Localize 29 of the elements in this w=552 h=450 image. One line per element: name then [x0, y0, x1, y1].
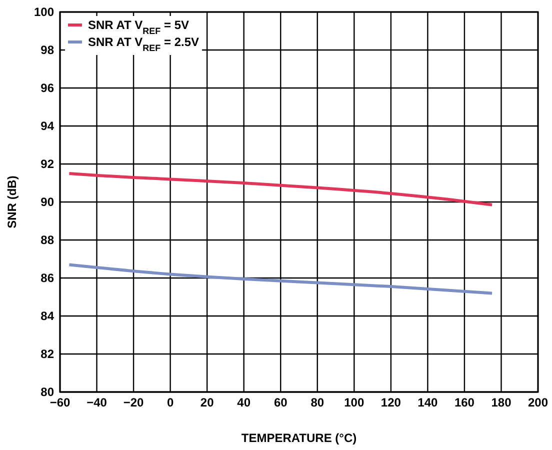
x-tick-label: 140	[418, 396, 438, 410]
x-tick-label: 40	[237, 396, 251, 410]
x-tick-label: −20	[123, 396, 144, 410]
y-tick-label: 84	[40, 308, 54, 323]
x-tick-label: 120	[380, 396, 402, 410]
x-tick-label: 60	[274, 396, 288, 410]
x-tick-label: 80	[310, 396, 324, 410]
y-tick-label: 88	[40, 232, 54, 247]
x-tick-label: 180	[491, 396, 512, 410]
line-series	[68, 172, 494, 206]
y-tick-label: 86	[40, 270, 54, 285]
x-tick-label: 160	[454, 396, 475, 410]
y-tick-label: 98	[40, 42, 54, 57]
y-tick-label: 100	[34, 4, 54, 19]
x-tick-label: 20	[200, 396, 214, 410]
y-tick-label: 92	[40, 156, 54, 171]
legend-label: SNR AT V$_{REF}$ = 2.5V	[88, 35, 200, 53]
y-tick-label: 90	[40, 194, 54, 209]
legend-label: SNR AT V$_{REF}$ = 5V	[88, 18, 190, 36]
y-tick-label: 96	[40, 80, 54, 95]
y-tick-label: 94	[40, 118, 54, 133]
x-tick-label: 200	[528, 396, 548, 410]
y-axis-title: SNR (dB)	[5, 176, 19, 228]
x-tick-label: 0	[166, 396, 174, 410]
line-series	[68, 263, 494, 295]
x-axis-title: TEMPERATURE (°C)	[241, 431, 357, 445]
x-tick-label: −40	[86, 396, 108, 410]
x-tick-label: 100	[344, 396, 364, 410]
y-tick-label: 82	[40, 346, 54, 361]
